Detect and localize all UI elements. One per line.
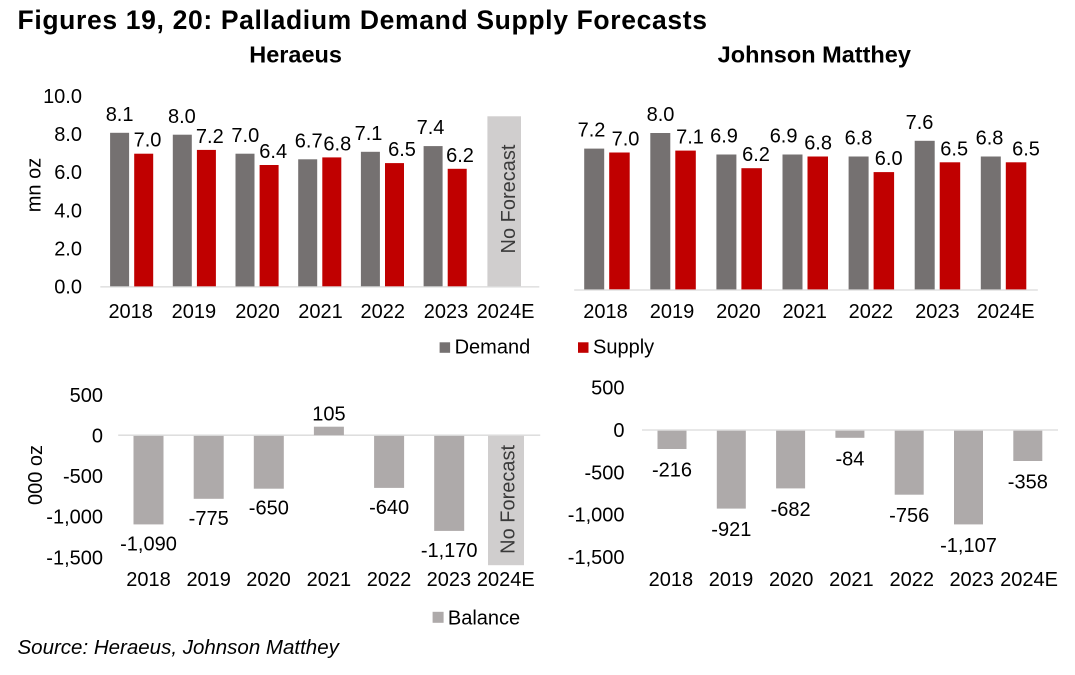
svg-text:No Forecast: No Forecast (498, 144, 520, 253)
svg-text:2023: 2023 (427, 569, 472, 591)
svg-text:-1,090: -1,090 (120, 533, 177, 555)
svg-text:-84: -84 (835, 448, 864, 470)
svg-text:2021: 2021 (829, 569, 874, 591)
svg-text:6.7: 6.7 (295, 130, 323, 152)
svg-text:-921: -921 (711, 519, 751, 541)
svg-text:-775: -775 (189, 508, 229, 530)
svg-text:7.0: 7.0 (134, 130, 162, 152)
svg-text:-756: -756 (889, 505, 929, 527)
svg-text:6.8: 6.8 (845, 128, 873, 150)
svg-text:-1,107: -1,107 (940, 535, 997, 557)
svg-text:8.0: 8.0 (54, 124, 82, 146)
svg-text:7.0: 7.0 (612, 129, 640, 151)
svg-text:2019: 2019 (650, 301, 695, 323)
svg-text:6.5: 6.5 (1012, 138, 1040, 160)
svg-text:2024E: 2024E (977, 301, 1035, 323)
svg-text:10.0: 10.0 (43, 86, 82, 108)
svg-text:mn oz: mn oz (23, 158, 45, 212)
svg-text:7.4: 7.4 (417, 117, 445, 139)
svg-text:Supply: Supply (593, 336, 654, 358)
svg-text:No Forecast: No Forecast (498, 444, 520, 553)
svg-text:2024E: 2024E (1000, 569, 1058, 591)
svg-text:-650: -650 (249, 498, 289, 520)
svg-text:Demand: Demand (455, 336, 531, 358)
svg-text:2.0: 2.0 (54, 239, 82, 261)
svg-text:2019: 2019 (172, 301, 217, 323)
svg-text:7.1: 7.1 (355, 123, 383, 145)
svg-text:7.2: 7.2 (196, 126, 224, 148)
svg-text:Figures 19, 20: Palladium Dema: Figures 19, 20: Palladium Demand Supply … (18, 5, 708, 35)
svg-text:500: 500 (591, 378, 624, 400)
svg-text:2018: 2018 (649, 569, 694, 591)
svg-text:8.1: 8.1 (106, 104, 134, 126)
svg-text:6.8: 6.8 (804, 133, 832, 155)
svg-text:2024E: 2024E (477, 569, 535, 591)
svg-text:0.0: 0.0 (54, 277, 82, 299)
svg-text:-216: -216 (652, 460, 692, 482)
svg-text:500: 500 (70, 385, 103, 407)
svg-text:-1,170: -1,170 (421, 540, 478, 562)
svg-text:-1,000: -1,000 (46, 507, 103, 529)
svg-text:6.0: 6.0 (875, 148, 903, 170)
svg-text:-500: -500 (584, 462, 624, 484)
svg-text:-640: -640 (369, 497, 409, 519)
svg-text:2020: 2020 (235, 301, 280, 323)
svg-text:2021: 2021 (782, 301, 827, 323)
svg-text:6.5: 6.5 (388, 139, 416, 161)
svg-text:8.0: 8.0 (647, 104, 675, 126)
svg-text:2021: 2021 (307, 569, 352, 591)
svg-text:6.8: 6.8 (323, 133, 351, 155)
svg-text:Johnson Matthey: Johnson Matthey (718, 42, 911, 68)
svg-text:-1,000: -1,000 (568, 505, 625, 527)
svg-text:0: 0 (613, 420, 624, 442)
svg-text:2020: 2020 (716, 301, 761, 323)
svg-text:2023: 2023 (915, 301, 960, 323)
svg-text:7.1: 7.1 (676, 127, 704, 149)
svg-text:4.0: 4.0 (54, 200, 82, 222)
svg-text:Source: Heraeus, Johnson Matth: Source: Heraeus, Johnson Matthey (18, 636, 341, 659)
svg-text:8.0: 8.0 (168, 106, 196, 128)
svg-text:2018: 2018 (583, 301, 628, 323)
svg-text:2018: 2018 (126, 569, 171, 591)
svg-text:Balance: Balance (448, 607, 520, 629)
svg-text:2022: 2022 (367, 569, 412, 591)
svg-text:2024E: 2024E (477, 301, 535, 323)
svg-text:2019: 2019 (186, 569, 231, 591)
svg-text:7.0: 7.0 (231, 125, 259, 147)
svg-text:6.2: 6.2 (446, 145, 474, 167)
svg-text:-682: -682 (771, 499, 811, 521)
svg-text:-358: -358 (1008, 472, 1048, 494)
svg-text:6.9: 6.9 (710, 126, 738, 148)
svg-text:105: 105 (312, 403, 345, 425)
svg-text:2020: 2020 (246, 569, 291, 591)
svg-text:-1,500: -1,500 (568, 547, 625, 569)
svg-text:2021: 2021 (298, 301, 343, 323)
svg-text:2022: 2022 (890, 569, 935, 591)
svg-text:2022: 2022 (361, 301, 406, 323)
svg-text:7.2: 7.2 (578, 120, 606, 142)
svg-text:0: 0 (92, 426, 103, 448)
svg-text:6.4: 6.4 (259, 141, 287, 163)
svg-text:6.9: 6.9 (770, 126, 798, 148)
svg-text:2023: 2023 (424, 301, 469, 323)
svg-text:6.8: 6.8 (976, 128, 1004, 150)
svg-text:2018: 2018 (108, 301, 153, 323)
svg-text:6.5: 6.5 (940, 138, 968, 160)
svg-text:7.6: 7.6 (906, 112, 934, 134)
svg-text:2020: 2020 (769, 569, 814, 591)
svg-text:000 oz: 000 oz (25, 445, 47, 505)
svg-text:Heraeus: Heraeus (249, 42, 342, 68)
svg-text:2022: 2022 (849, 301, 894, 323)
svg-text:-500: -500 (63, 466, 103, 488)
svg-text:2019: 2019 (709, 569, 754, 591)
svg-text:2023: 2023 (949, 569, 994, 591)
svg-text:6.0: 6.0 (54, 162, 82, 184)
svg-text:6.2: 6.2 (742, 144, 770, 166)
svg-text:-1,500: -1,500 (46, 547, 103, 569)
